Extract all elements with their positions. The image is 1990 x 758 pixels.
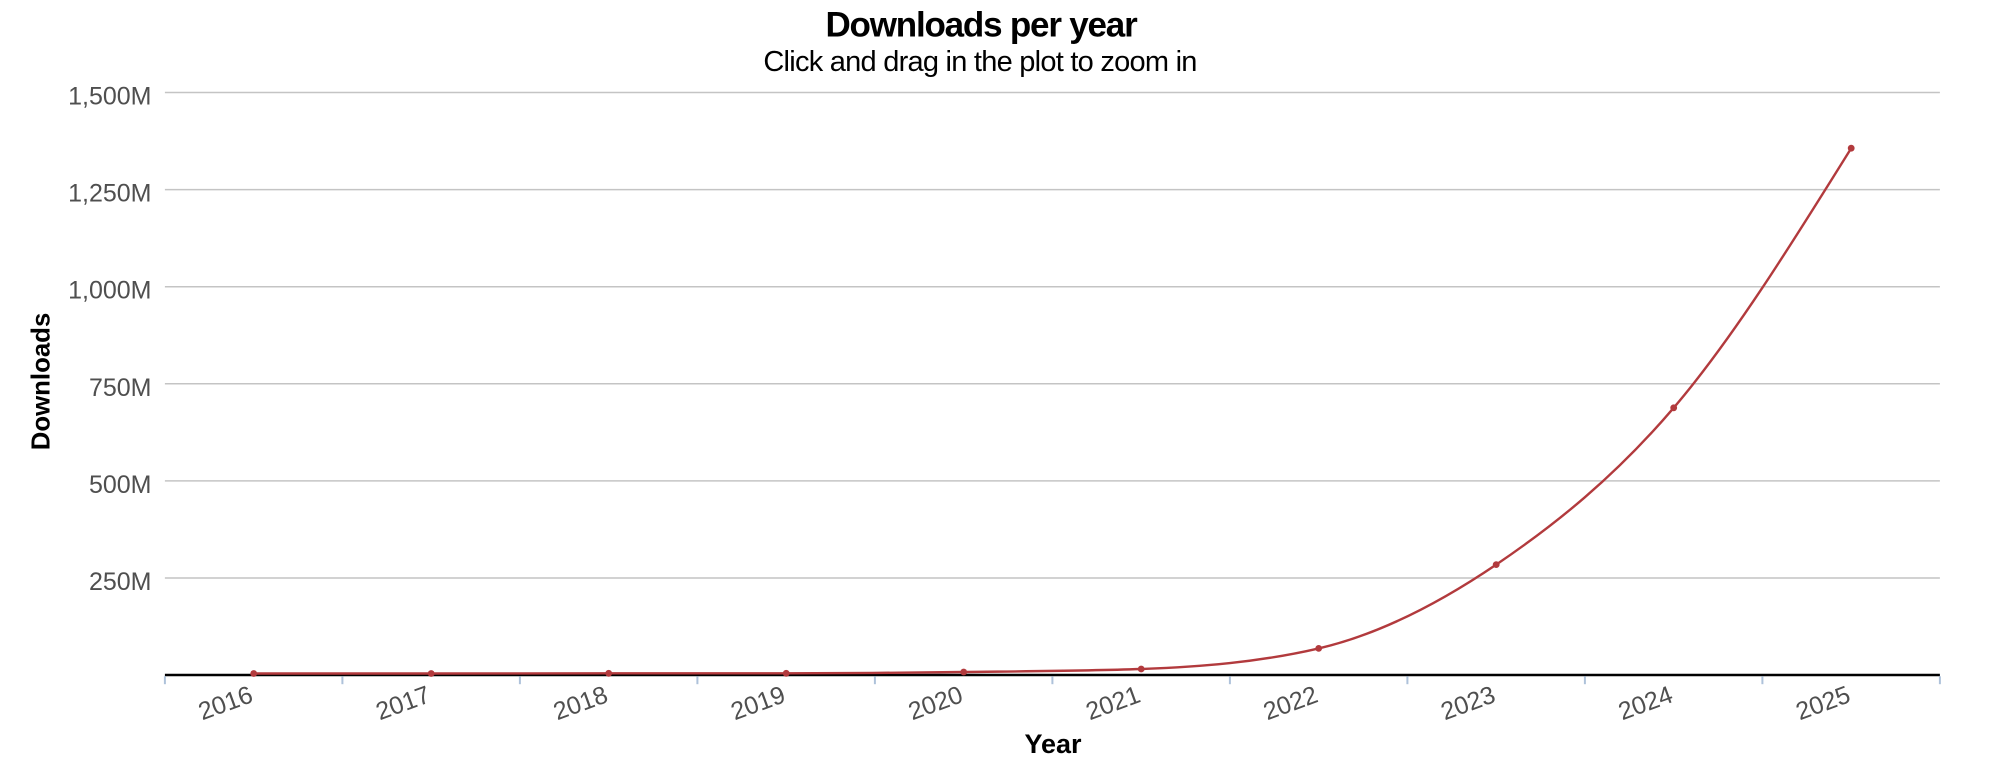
svg-text:500M: 500M (89, 471, 152, 499)
svg-text:Year: Year (1024, 729, 1082, 758)
svg-text:1,250M: 1,250M (68, 180, 151, 208)
svg-text:2022: 2022 (1260, 681, 1322, 726)
svg-text:2017: 2017 (372, 681, 434, 726)
svg-text:2025: 2025 (1792, 681, 1854, 726)
svg-text:2023: 2023 (1437, 681, 1499, 726)
svg-text:2021: 2021 (1082, 681, 1144, 726)
svg-text:2024: 2024 (1615, 681, 1677, 726)
svg-text:1,500M: 1,500M (68, 83, 151, 111)
svg-text:Downloads per year: Downloads per year (825, 5, 1138, 44)
svg-text:2016: 2016 (195, 681, 257, 726)
svg-text:250M: 250M (89, 568, 152, 596)
svg-text:750M: 750M (89, 374, 152, 402)
svg-text:2018: 2018 (550, 681, 612, 726)
svg-text:Downloads: Downloads (28, 313, 56, 451)
svg-text:2019: 2019 (727, 681, 789, 726)
svg-text:1,000M: 1,000M (68, 277, 151, 305)
svg-text:2020: 2020 (905, 681, 967, 726)
svg-text:Click and drag in the plot to: Click and drag in the plot to zoom in (763, 46, 1196, 78)
